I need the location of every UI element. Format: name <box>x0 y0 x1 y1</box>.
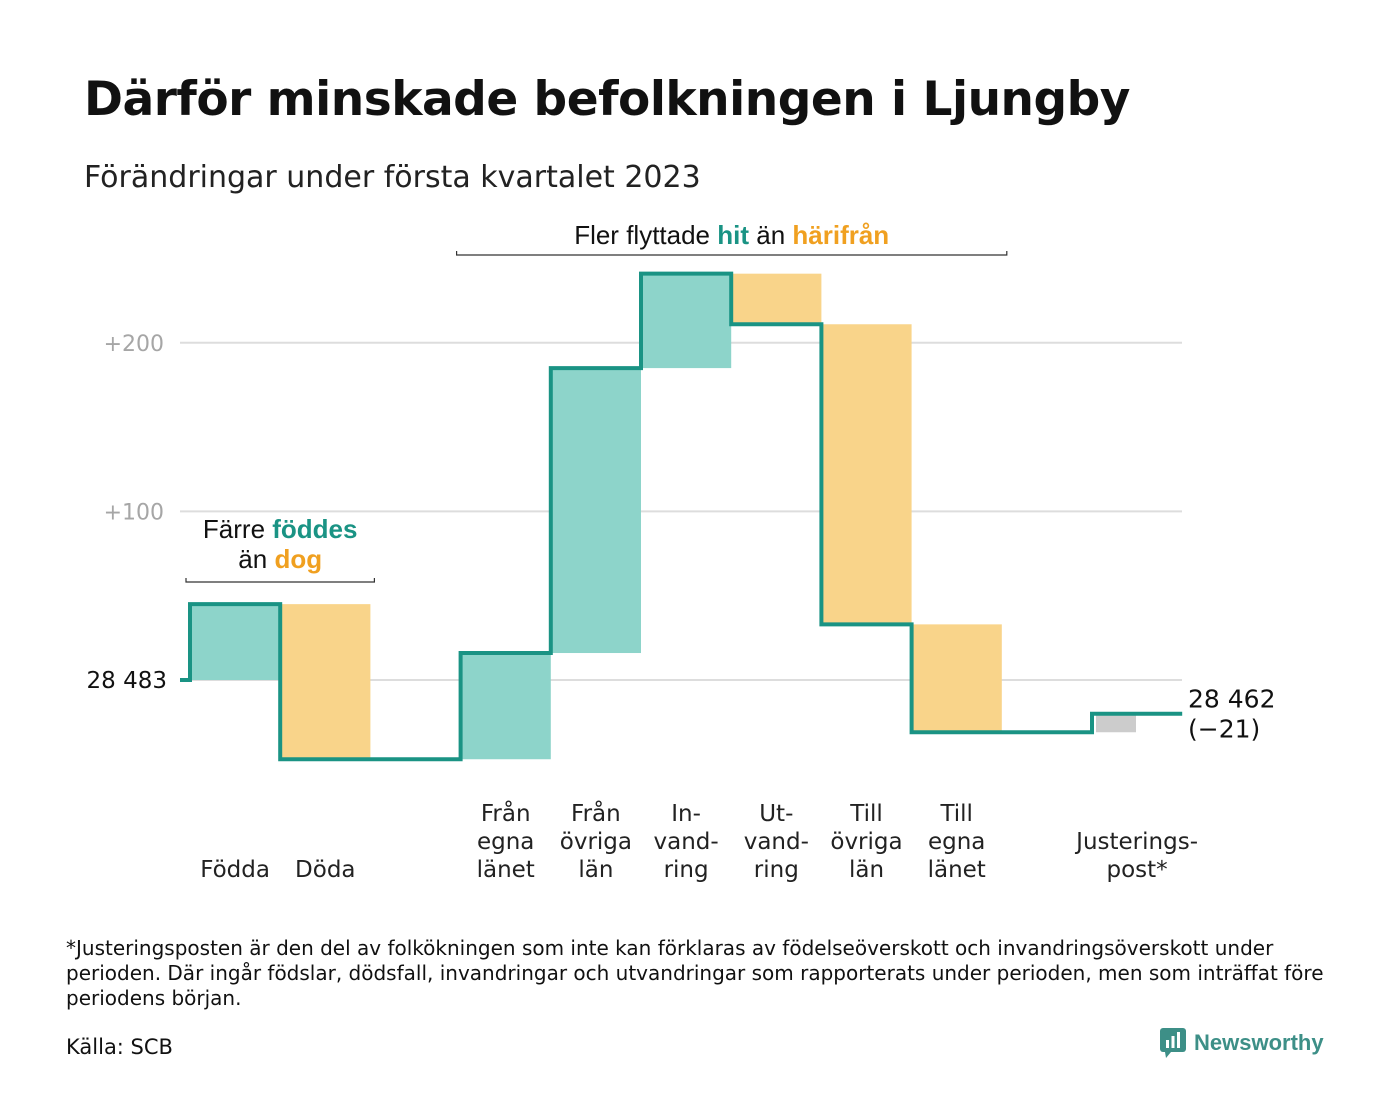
annotation-births-bracket <box>185 578 375 583</box>
category-label-1: Döda <box>295 857 355 883</box>
bar-10 <box>1096 713 1136 733</box>
bar-6 <box>731 273 822 325</box>
annotation-migration-text: Fler flyttade hit än härifrån <box>574 220 889 250</box>
brand-logo: Newsworthy <box>1160 1028 1324 1058</box>
bar-4 <box>550 368 641 654</box>
y-tick-label-1: +200 <box>104 332 164 357</box>
category-label-0: Födda <box>200 857 270 883</box>
category-label-8: Till egna länet <box>928 801 986 883</box>
bar-7 <box>821 324 912 625</box>
cumulative-step-line <box>180 271 1183 762</box>
end-change-label: (−21) <box>1188 715 1260 744</box>
bar-5 <box>641 273 732 369</box>
bar-1 <box>280 604 371 760</box>
category-label-10: Justerings-post* <box>1074 829 1198 883</box>
chart-title: Därför minskade befolkningen i Ljungby <box>84 72 1130 127</box>
brand-name: Newsworthy <box>1194 1030 1324 1055</box>
newsworthy-logo-icon <box>1160 1028 1186 1058</box>
bar-3 <box>460 653 551 760</box>
bar-8 <box>911 624 1002 733</box>
category-label-5: In-vand-ring <box>654 801 719 883</box>
bar-0 <box>190 604 281 680</box>
annotation-migration-bracket <box>456 251 1008 256</box>
annotation-births-line1: Färre föddes <box>203 514 358 544</box>
source-credit: Källa: SCB <box>66 1035 173 1059</box>
category-label-3: Från egna länet <box>477 799 535 883</box>
end-value-label: 28 462 <box>1188 685 1275 714</box>
category-label-7: Till övriga län <box>830 801 902 883</box>
annotation-births-line2: än dog <box>238 544 322 574</box>
y-tick-label-0: +100 <box>104 500 164 525</box>
footnote: *Justeringsposten är den del av folkökni… <box>66 936 1324 1010</box>
category-label-4: Från övriga län <box>560 799 632 883</box>
category-label-6: Ut-vand-ring <box>744 801 809 883</box>
start-value-label: 28 483 <box>87 668 167 694</box>
chart-subtitle: Förändringar under första kvartalet 2023 <box>84 160 701 195</box>
waterfall-chart: +100 +200 Födda Döda Från egna länet Från övriga… <box>87 220 1276 883</box>
